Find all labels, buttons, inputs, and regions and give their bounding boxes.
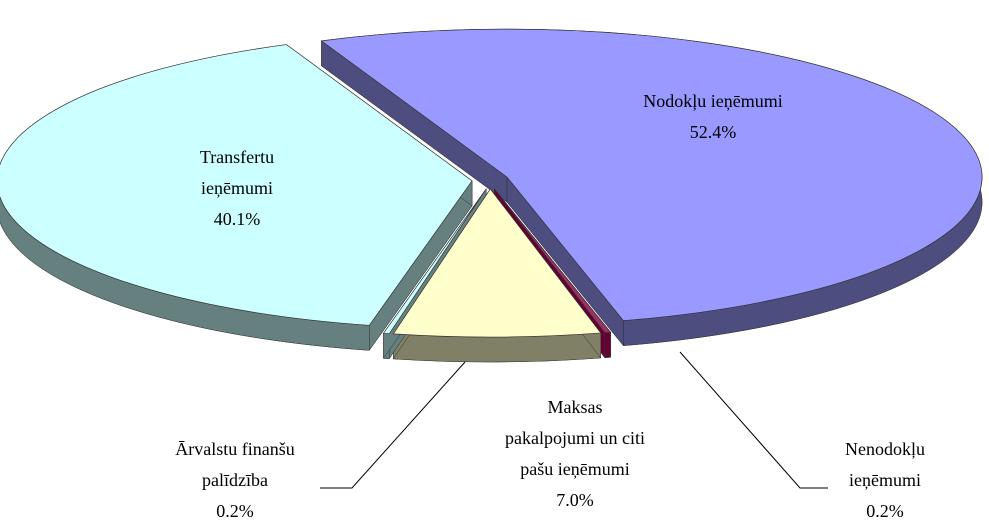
slice-tops <box>0 28 983 338</box>
slice <box>392 188 602 338</box>
slice <box>320 28 983 321</box>
slice-label: Ārvalstu finanšu palīdzība 0.2% <box>175 434 294 527</box>
value-label: 7.0% <box>556 490 594 510</box>
slice-label: Nenodokļu ieņēmumi 0.2% <box>845 434 925 527</box>
slice-label: Transfertu ieņēmumi 40.1% <box>200 142 274 235</box>
slice-label: Maksas pakalpojumi un citi pašu ieņēmumi… <box>505 392 645 516</box>
value-label: 0.2% <box>866 501 904 521</box>
category-label: Ārvalstu finanšu palīdzība <box>175 439 295 490</box>
slice <box>382 188 487 335</box>
value-label: 40.1% <box>213 209 261 229</box>
leader-line <box>679 351 828 489</box>
category-label: Maksas pakalpojumi un citi pašu ieņēmumi <box>505 397 645 479</box>
slice-label: Nodokļu ieņēmumi 52.4% <box>643 86 782 148</box>
value-label: 0.2% <box>216 501 254 521</box>
category-label: Nodokļu ieņēmumi <box>643 91 783 111</box>
slice <box>494 188 612 334</box>
leader-line <box>320 361 466 489</box>
slice <box>0 44 473 326</box>
category-label: Nenodokļu ieņēmumi <box>845 439 925 490</box>
value-label: 52.4% <box>689 122 737 142</box>
category-label: Transfertu ieņēmumi <box>199 147 275 198</box>
